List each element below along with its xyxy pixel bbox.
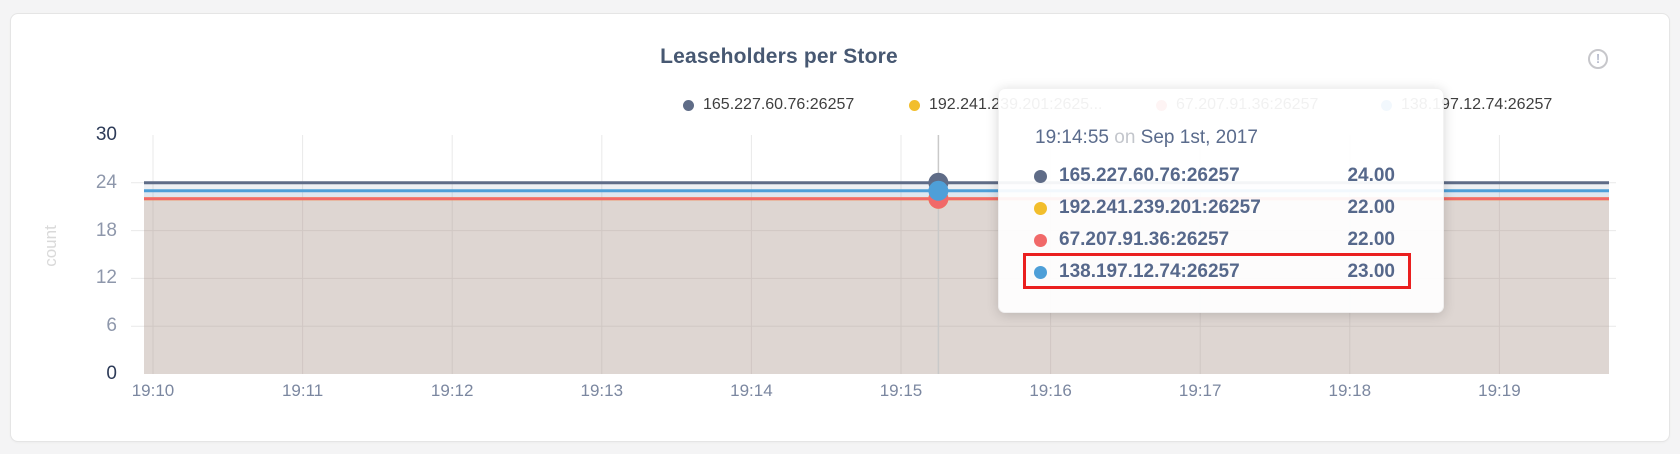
- tooltip-timestamp: 19:14:55 on Sep 1st, 2017: [1035, 127, 1258, 149]
- chart-title: Leaseholders per Store: [660, 45, 898, 68]
- legend-label: 165.227.60.76:26257: [703, 96, 855, 113]
- tooltip-series-label: 192.241.239.201:26257: [1059, 197, 1261, 218]
- y-tick-label: 18: [95, 219, 117, 241]
- tooltip-series-value: 23.00: [1347, 261, 1395, 282]
- tooltip-dot-icon: [1034, 233, 1047, 247]
- tooltip-series-label: 67.207.91.36:26257: [1059, 229, 1230, 250]
- tooltip-date: Sep 1st, 2017: [1140, 127, 1258, 148]
- tooltip-series-label: 138.197.12.74:26257: [1059, 261, 1240, 282]
- x-tick-label: 19:17: [1178, 381, 1222, 400]
- x-tick-label: 19:18: [1328, 381, 1372, 400]
- highlight-box: [1023, 253, 1411, 289]
- tooltip-row-138.197.12.74:26257: 138.197.12.74:26257 23.00: [999, 256, 1443, 288]
- tooltip-dot-icon: [1034, 265, 1047, 279]
- x-tick-label: 19:12: [430, 381, 474, 400]
- x-tick-label: 19:15: [879, 381, 923, 400]
- chart-card: Leaseholders per Store ! 0 6 12 18 24 30 19:1…: [10, 13, 1670, 442]
- tooltip-series-value: 22.00: [1347, 197, 1395, 218]
- tooltip-series-value: 24.00: [1347, 165, 1395, 186]
- tooltip-row-67.207.91.36:26257: 67.207.91.36:26257 22.00: [999, 224, 1443, 256]
- x-tick-label: 19:13: [580, 381, 624, 400]
- tooltip-series-value: 22.00: [1347, 229, 1395, 250]
- x-tick-label: 19:11: [281, 381, 324, 400]
- x-tick-label: 19:10: [131, 381, 175, 400]
- y-tick-label: 30: [95, 124, 117, 145]
- tooltip-rows: 165.227.60.76:26257 24.00 192.241.239.201:…: [999, 160, 1443, 288]
- tooltip-row-165.227.60.76:26257: 165.227.60.76:26257 24.00: [999, 160, 1443, 192]
- tooltip-dot-icon: [1034, 169, 1047, 183]
- y-tick-label: 24: [95, 171, 117, 193]
- info-icon[interactable]: !: [1588, 49, 1608, 69]
- tooltip-time: 19:14:55: [1035, 127, 1109, 148]
- tooltip-dot-icon: [1034, 201, 1047, 215]
- y-tick-label: 0: [106, 363, 117, 384]
- tooltip-row-192.241.239.201:26257: 192.241.239.201:26257 22.00: [999, 192, 1443, 224]
- x-tick-label: 19:19: [1478, 381, 1521, 400]
- y-tick-label: 6: [106, 315, 117, 337]
- tooltip-series-label: 165.227.60.76:26257: [1059, 165, 1240, 186]
- hover-tooltip: 19:14:55 on Sep 1st, 2017 165.227.60.76:…: [998, 88, 1444, 313]
- x-tick-label: 19:16: [1029, 381, 1072, 400]
- tooltip-connector: on: [1114, 127, 1136, 148]
- legend-dot-icon: [909, 99, 920, 111]
- hover-marker-138.197.12.74:26257: [928, 180, 949, 201]
- legend-dot-icon: [683, 99, 694, 111]
- x-tick-label: 19:14: [730, 381, 773, 400]
- legend-item-165.227.60.76:26257[interactable]: 165.227.60.76:26257: [683, 96, 855, 113]
- y-tick-label: 12: [95, 267, 117, 289]
